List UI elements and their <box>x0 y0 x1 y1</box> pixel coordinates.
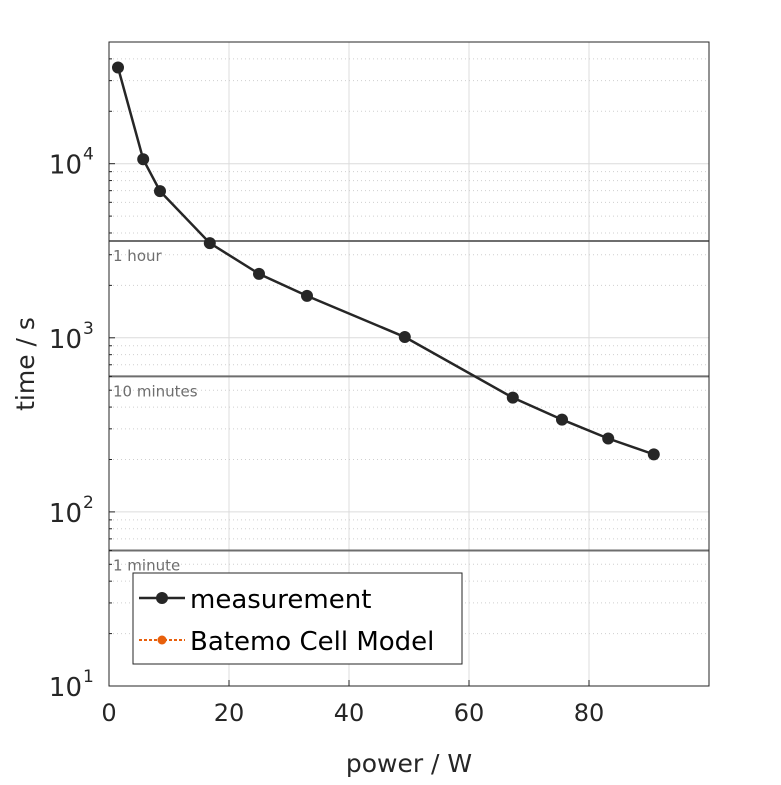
legend: measurement Batemo Cell Model <box>132 572 463 665</box>
data-point <box>556 413 568 426</box>
reference-lines: 1 hour 10 minutes 1 minute <box>109 239 709 575</box>
y-tick-exponent: 3 <box>83 319 94 339</box>
y-tick-exponent: 1 <box>83 667 94 687</box>
series-layer <box>112 61 660 461</box>
y-tick-exponent: 4 <box>83 145 94 165</box>
y-tick-label: 10 <box>49 673 82 703</box>
reference-line-label: 1 hour <box>113 247 163 265</box>
x-tick-label: 80 <box>574 699 605 727</box>
data-point <box>253 267 265 280</box>
x-tick-label: 60 <box>454 699 485 727</box>
data-point <box>112 61 124 74</box>
reference-line-label: 1 minute <box>113 557 180 575</box>
x-axis-label: power / W <box>346 749 472 778</box>
legend-measurement-label: measurement <box>190 585 371 615</box>
legend-model-marker <box>157 635 167 645</box>
data-point <box>647 448 660 461</box>
data-point <box>398 331 411 344</box>
y-tick-exponent: 2 <box>83 493 94 513</box>
y-tick-label: 10 <box>49 325 82 355</box>
x-tick-label: 20 <box>214 699 245 727</box>
y-tick-label: 10 <box>49 151 82 181</box>
data-point <box>602 432 615 445</box>
data-point <box>137 153 150 166</box>
series-line-measurement <box>116 67 655 456</box>
data-point <box>506 391 519 404</box>
x-tick-label: 40 <box>334 699 365 727</box>
y-tick-label: 10 <box>49 499 82 529</box>
x-tick-label: 0 <box>101 699 116 727</box>
reference-line-label: 10 minutes <box>113 382 198 400</box>
legend-measurement-marker <box>156 592 168 604</box>
y-axis-label: time / s <box>11 317 40 411</box>
data-point <box>154 185 166 198</box>
plot-frame <box>108 41 710 687</box>
legend-box <box>132 572 463 665</box>
legend-model-label: Batemo Cell Model <box>190 627 434 657</box>
data-point <box>203 237 216 250</box>
data-point <box>301 289 313 302</box>
